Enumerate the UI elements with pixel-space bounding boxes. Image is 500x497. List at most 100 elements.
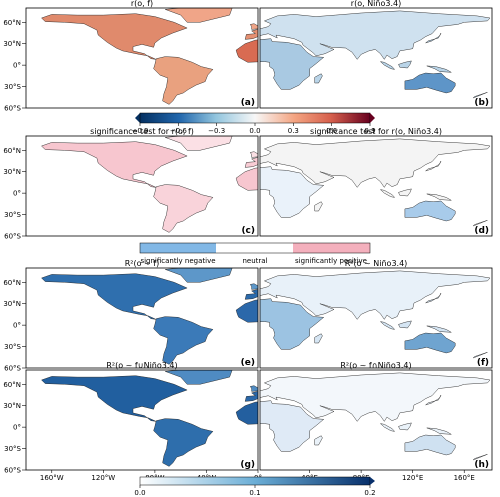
panel-h-nz	[473, 454, 488, 461]
panel-e-frame	[25, 267, 259, 369]
panel-e-samerica	[153, 316, 214, 365]
panel-b-japan	[425, 32, 442, 44]
sig-neutral-label: neutral	[242, 257, 267, 265]
panel-d-sumatra	[379, 189, 396, 198]
panel-d-borneo	[398, 188, 412, 197]
lat-label: 60°N	[3, 381, 21, 389]
panel-e-namerica	[41, 273, 188, 320]
sig-positive-swatch	[293, 243, 370, 253]
lon-label: 160°E	[454, 474, 475, 482]
panel-g-eurasia	[244, 391, 258, 402]
panel-f-africa	[260, 298, 325, 350]
panel-g-letter: (g)	[240, 460, 255, 470]
lat-label: 30°S	[4, 445, 21, 453]
panel-c-eurasia	[244, 157, 258, 168]
panel-g-samerica	[153, 418, 214, 467]
panel-c-letter: (c)	[241, 226, 255, 236]
panel-a: r(o, f) (a)	[25, 0, 259, 109]
lat-label: 60°S	[4, 233, 21, 241]
panel-d-africa	[260, 166, 325, 218]
panel-a-letter: (a)	[241, 98, 255, 108]
panel-h-africa	[260, 400, 325, 452]
panel-e-africa	[235, 299, 258, 323]
lat-label: 0°	[13, 322, 21, 330]
colorbar-corr-tick: 0.3	[288, 127, 299, 135]
panel-e-greenland	[165, 268, 233, 283]
panel-d-newguinea	[426, 193, 452, 201]
lon-label: 120°E	[402, 474, 423, 482]
lat-label: 60°N	[3, 279, 21, 287]
colorbar-r2-tick: 0.1	[249, 489, 260, 497]
panel-f-frame	[259, 267, 493, 369]
panel-c-uk	[249, 151, 258, 158]
panel-f-borneo	[398, 320, 412, 329]
lat-label: 0°	[13, 424, 21, 432]
panel-h-eurasia	[260, 372, 491, 422]
panel-b-madagascar	[314, 73, 323, 84]
panel-h-frame	[259, 369, 493, 471]
colorbar-corr-tick: −0.6	[170, 127, 188, 135]
lat-label: 0°	[13, 190, 21, 198]
panel-h-madagascar	[314, 435, 323, 446]
panel-h-japan	[425, 394, 442, 406]
panel-e-uk	[249, 283, 258, 290]
panel-e-letter: (e)	[241, 358, 255, 368]
colorbar-corr-tick: 0.6	[326, 127, 338, 135]
lat-label: 0°	[13, 62, 21, 70]
panel-b-eurasia	[260, 10, 491, 60]
sig-negative-swatch	[140, 243, 216, 253]
sig-positive-label: significantly positive	[295, 257, 367, 265]
panel-f-sumatra	[379, 321, 396, 330]
lat-label: 60°S	[4, 365, 21, 373]
panel-e-eurasia	[244, 289, 258, 300]
panel-g-uk	[249, 385, 258, 392]
panel-c: significance test for r(o, f) (c)	[25, 127, 259, 237]
panel-c-namerica	[41, 141, 188, 188]
sig-negative-label: significantly negative	[140, 257, 215, 265]
colorbar-corr-tick: −0.3	[208, 127, 225, 135]
panel-g-frame	[25, 369, 259, 471]
lat-label: 60°S	[4, 467, 21, 475]
panel-a-greenland	[165, 8, 233, 23]
panel-b-nz	[473, 92, 488, 99]
lon-label: 120°W	[91, 474, 115, 482]
panel-a-uk	[249, 23, 258, 30]
lat-label: 30°N	[3, 402, 21, 410]
panel-b-title: r(o, Niño3.4)	[351, 0, 401, 8]
lat-label: 30°N	[3, 40, 21, 48]
panel-b-sumatra	[379, 61, 396, 70]
panel-h-newguinea	[426, 427, 452, 435]
colorbar-significance: significantly negative neutral significa…	[139, 242, 371, 265]
colorbar-r2-extend-max	[370, 477, 375, 485]
panel-e-title: R²(o ~ f)	[125, 259, 160, 268]
lat-label: 30°N	[3, 168, 21, 176]
panel-c-greenland	[165, 136, 233, 151]
panel-g-namerica	[41, 375, 188, 422]
colorbar-extend-min	[135, 113, 140, 123]
panel-h-australia	[404, 434, 456, 456]
panel-f-newguinea	[426, 325, 452, 333]
panel-h-sumatra	[379, 423, 396, 432]
lat-label: 60°S	[4, 105, 21, 113]
panel-h-title: R²(o ~ f∩Niño3.4)	[340, 361, 411, 370]
panel-c-title: significance test for r(o, f)	[90, 127, 194, 136]
lat-label: 60°N	[3, 19, 21, 27]
panel-b-letter: (b)	[474, 98, 489, 108]
panel-g-title: R²(o ~ f∪Niño3.4)	[106, 361, 177, 370]
panel-a-frame	[25, 7, 259, 109]
panel-b-australia	[404, 72, 456, 94]
panel-f-australia	[404, 332, 456, 354]
panel-b-borneo	[398, 60, 412, 69]
panel-d-japan	[425, 160, 442, 172]
panel-h: R²(o ~ f∩Niño3.4) (h)	[259, 361, 493, 471]
panel-f-title: R²(o ~ Niño3.4)	[345, 259, 408, 268]
lat-label: 30°S	[4, 211, 21, 219]
colorbar-correlation: −0.9 −0.6 −0.3 0.0 0.3 0.6 0.9	[132, 112, 376, 135]
panel-d-madagascar	[314, 201, 323, 212]
panel-g: R²(o ~ f∪Niño3.4) (g)	[25, 361, 259, 471]
panel-d-eurasia	[260, 138, 491, 188]
panel-c-frame	[25, 135, 259, 237]
colorbar-corr-tick: 0.9	[364, 127, 375, 135]
panel-g-africa	[235, 401, 258, 425]
panel-c-samerica	[153, 184, 214, 233]
